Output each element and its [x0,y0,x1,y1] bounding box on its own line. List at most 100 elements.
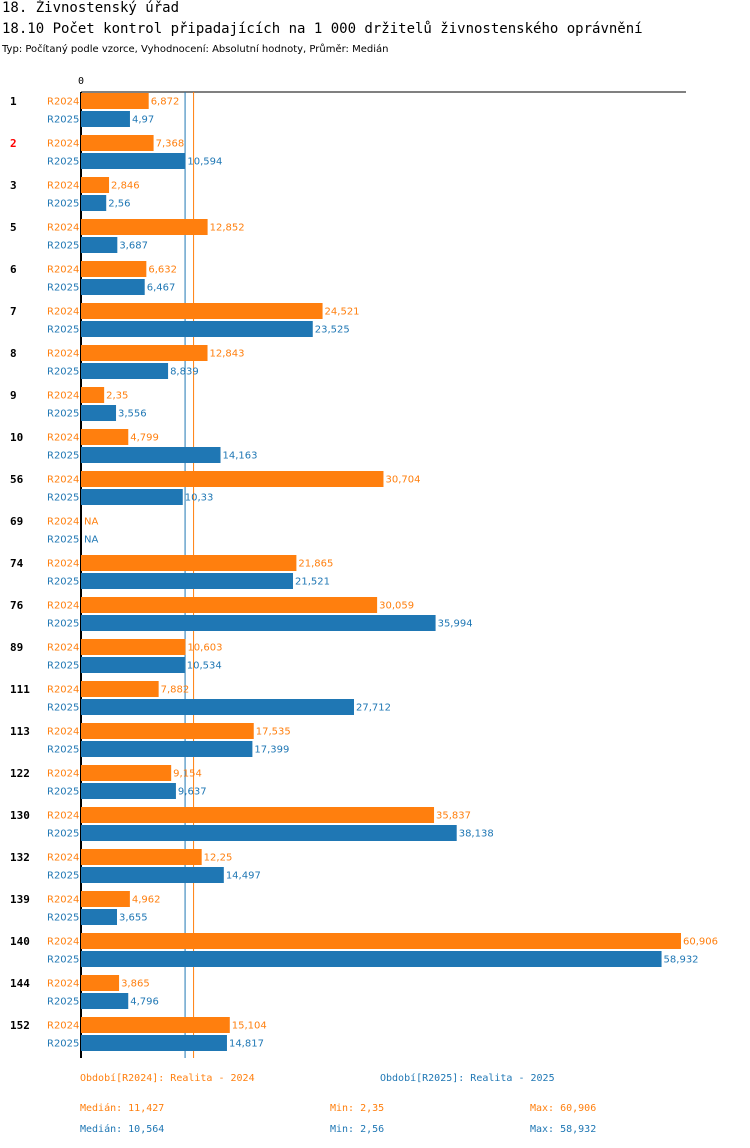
bar-r2024-132 [81,849,202,865]
series-label-r2025-76: R2025 [47,619,79,630]
series-label-r2024-132: R2024 [47,853,79,864]
bar-r2025-89 [81,657,185,673]
value-label-r2025-10: 14,163 [223,451,258,462]
bar-r2024-152 [81,1017,230,1033]
bar-r2024-5 [81,219,208,235]
max-r2025: Max: 58,932 [530,1124,597,1135]
category-label-152: 152 [10,1019,30,1032]
bar-r2025-152 [81,1035,227,1051]
bar-r2024-6 [81,261,147,277]
series-label-r2025-9: R2025 [47,409,79,420]
bar-r2024-111 [81,681,159,697]
series-label-r2025-7: R2025 [47,325,79,336]
series-label-r2024-7: R2024 [47,307,79,318]
series-label-r2024-89: R2024 [47,643,79,654]
series-label-r2024-2: R2024 [47,139,79,150]
value-label-r2024-152: 15,104 [232,1021,267,1032]
legend-r2025: Období[R2025]: Realita - 2025 [380,1073,555,1084]
value-label-r2025-5: 3,687 [119,241,148,252]
bar-r2025-113 [81,741,253,757]
bar-r2024-7 [81,303,323,319]
value-label-r2024-3: 2,846 [111,181,140,192]
value-label-r2024-130: 35,837 [436,811,471,822]
series-label-r2025-152: R2025 [47,1039,79,1050]
series-label-r2025-89: R2025 [47,661,79,672]
value-label-r2025-76: 35,994 [438,619,473,630]
bar-r2025-6 [81,279,145,295]
value-label-r2024-111: 7,882 [161,685,190,696]
series-label-r2024-3: R2024 [47,181,79,192]
series-label-r2024-152: R2024 [47,1021,79,1032]
bar-r2025-132 [81,867,224,883]
category-label-111: 111 [10,683,30,696]
bar-r2024-144 [81,975,120,991]
bar-r2025-130 [81,825,457,841]
value-label-r2024-6: 6,632 [148,265,177,276]
value-label-r2025-8: 8,839 [170,367,199,378]
value-label-r2025-9: 3,556 [118,409,147,420]
bar-r2025-56 [81,489,183,505]
category-label-9: 9 [10,389,17,402]
value-label-r2025-7: 23,525 [315,325,350,336]
chart-subtitle: Typ: Počítaný podle vzorce, Vyhodnocení:… [2,44,389,55]
category-label-10: 10 [10,431,23,444]
series-label-r2025-6: R2025 [47,283,79,294]
bar-r2025-140 [81,951,662,967]
series-label-r2024-8: R2024 [47,349,79,360]
value-label-r2024-9: 2,35 [106,391,128,402]
series-label-r2024-144: R2024 [47,979,79,990]
value-label-r2025-74: 21,521 [295,577,330,588]
series-label-r2025-111: R2025 [47,703,79,714]
category-label-122: 122 [10,767,30,780]
median-r2024: Medián: 11,427 [80,1103,165,1114]
category-label-132: 132 [10,851,30,864]
value-label-r2024-122: 9,154 [173,769,202,780]
bar-r2025-8 [81,363,169,379]
section-title: 18. Živnostenský úřad [2,0,180,16]
series-label-r2024-5: R2024 [47,223,79,234]
series-label-r2025-74: R2025 [47,577,79,588]
category-label-56: 56 [10,473,24,486]
bar-r2024-74 [81,555,297,571]
bar-r2025-5 [81,237,118,253]
series-label-r2024-10: R2024 [47,433,79,444]
value-label-r2025-130: 38,138 [459,829,494,840]
series-label-r2025-122: R2025 [47,787,79,798]
bar-r2025-2 [81,153,186,169]
category-label-89: 89 [10,641,23,654]
value-label-r2025-152: 14,817 [229,1039,264,1050]
series-label-r2025-140: R2025 [47,955,79,966]
bar-r2025-3 [81,195,107,211]
value-label-r2024-132: 12,25 [204,853,233,864]
max-r2024: Max: 60,906 [530,1103,597,1114]
series-label-r2024-1: R2024 [47,97,79,108]
chart-title: 18.10 Počet kontrol připadajících na 1 0… [2,21,643,37]
series-label-r2025-3: R2025 [47,199,79,210]
median-r2025: Medián: 10,564 [80,1124,165,1135]
bar-r2024-130 [81,807,435,823]
value-label-r2024-8: 12,843 [210,349,245,360]
series-label-r2024-69: R2024 [47,517,79,528]
category-label-76: 76 [10,599,24,612]
category-label-113: 113 [10,725,30,738]
series-label-r2024-76: R2024 [47,601,79,612]
series-label-r2024-130: R2024 [47,811,79,822]
series-label-r2024-9: R2024 [47,391,79,402]
category-label-5: 5 [10,221,17,234]
value-label-r2024-10: 4,799 [130,433,159,444]
category-label-139: 139 [10,893,30,906]
value-label-r2025-132: 14,497 [226,871,261,882]
value-label-r2025-56: 10,33 [185,493,214,504]
bar-r2025-74 [81,573,294,589]
bar-r2024-9 [81,387,105,403]
x-axis-zero-label: 0 [78,76,84,87]
bar-r2025-122 [81,783,176,799]
value-label-r2024-144: 3,865 [121,979,150,990]
series-label-r2024-140: R2024 [47,937,79,948]
bar-r2024-2 [81,135,154,151]
value-label-r2025-111: 27,712 [356,703,391,714]
value-label-r2025-69: NA [84,535,98,546]
bar-r2024-1 [81,93,149,109]
value-label-r2025-6: 6,467 [147,283,176,294]
value-label-r2024-74: 21,865 [298,559,333,570]
